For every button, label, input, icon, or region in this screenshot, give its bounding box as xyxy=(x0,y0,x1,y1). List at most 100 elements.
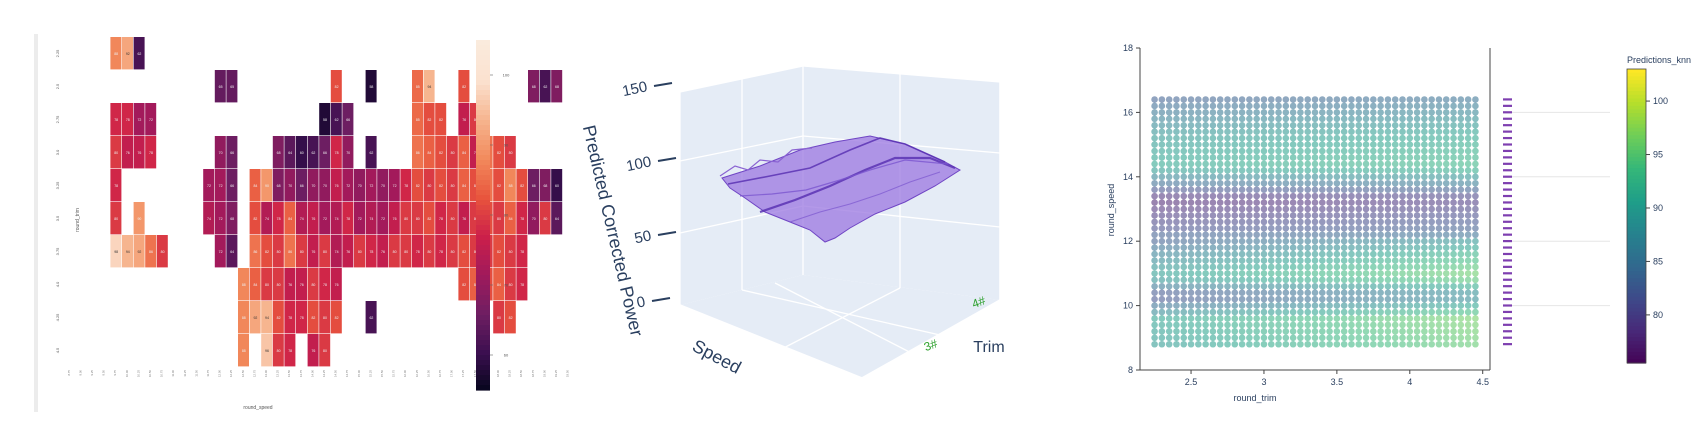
scatter-point xyxy=(1224,250,1231,258)
scatter-point xyxy=(1209,308,1217,316)
scatter-point xyxy=(1275,102,1282,110)
scatter-point xyxy=(1246,328,1253,335)
scatter-point xyxy=(1450,212,1457,219)
heatmap-cell xyxy=(214,169,226,202)
scatter-point xyxy=(1340,270,1348,277)
heatmap-colorbar-band xyxy=(476,310,490,316)
heatmap-cell xyxy=(504,202,516,235)
heatmap-cell-value: 96 xyxy=(265,349,269,353)
heatmap-cell-value: 70 xyxy=(323,184,327,188)
heatmap-cell-value: 88 xyxy=(242,316,246,320)
scatter-point xyxy=(1318,115,1326,123)
scatter-colorbar-band xyxy=(1627,263,1646,269)
scatter-point xyxy=(1472,231,1479,239)
scatter-point xyxy=(1253,308,1260,316)
scatter-point xyxy=(1326,167,1333,174)
marginal-rug-plot xyxy=(1503,98,1610,346)
heatmap-cell-value: 82 xyxy=(462,283,466,287)
scatter-point xyxy=(1370,141,1377,148)
heatmap-row-labels: 2.252.52.753.03.253.53.754.04.254.5 xyxy=(55,49,60,353)
scatter-point xyxy=(1370,231,1377,239)
scatter-point xyxy=(1450,231,1457,239)
rug-mark xyxy=(1503,117,1512,120)
heatmap-cell-value: 78 xyxy=(288,349,292,353)
heatmap-cell-value: 58 xyxy=(323,118,327,122)
scatter-point xyxy=(1318,134,1326,142)
scatter-point xyxy=(1413,154,1421,161)
heatmap-cell-value: 70 xyxy=(311,184,315,188)
scatter-point xyxy=(1209,340,1217,348)
scatter-point xyxy=(1282,96,1290,103)
scatter-point xyxy=(1457,147,1465,155)
scatter-point xyxy=(1318,109,1326,116)
heatmap-cell xyxy=(493,202,505,235)
heatmap-cell xyxy=(319,235,331,268)
heatmap-cell xyxy=(539,169,551,202)
heatmap-cell xyxy=(249,169,261,202)
scatter-point xyxy=(1304,109,1312,116)
scatter-point xyxy=(1267,250,1275,258)
scatter-point xyxy=(1173,231,1180,239)
scatter-point xyxy=(1326,154,1333,161)
scatter-point xyxy=(1275,340,1282,348)
scatter-point xyxy=(1297,257,1304,264)
scatter-point xyxy=(1326,218,1333,226)
scatter-point xyxy=(1333,192,1341,200)
heatmap-colorbar-band xyxy=(476,380,490,386)
heatmap-colorbar-band xyxy=(476,360,490,366)
scatter-point xyxy=(1457,218,1465,226)
heatmap-cell xyxy=(319,169,331,202)
scatter-point xyxy=(1435,96,1443,103)
scatter-point xyxy=(1253,102,1260,110)
scatter-point xyxy=(1224,225,1231,232)
z-tick-mark xyxy=(653,82,673,87)
scatter-point xyxy=(1231,199,1239,206)
scatter-point xyxy=(1282,276,1290,284)
heatmap-cell-value: 76 xyxy=(381,250,385,254)
scatter-point xyxy=(1311,257,1319,264)
heatmap-cell-value: 85 xyxy=(416,118,420,122)
heatmap-cell-value: 92 xyxy=(253,316,257,320)
scatter-point xyxy=(1384,160,1392,168)
scatter-point xyxy=(1355,199,1363,206)
scatter-point xyxy=(1304,295,1312,303)
heatmap-col-label: 9.50 xyxy=(102,370,106,376)
scatter-point xyxy=(1457,115,1465,123)
scatter-point xyxy=(1224,295,1231,303)
scatter-point xyxy=(1384,179,1392,187)
scatter-point xyxy=(1340,308,1348,316)
scatter-point xyxy=(1275,270,1282,277)
scatter-point xyxy=(1333,289,1341,297)
scatter-point xyxy=(1216,134,1224,142)
scatter-point xyxy=(1238,276,1246,284)
scatter-point xyxy=(1391,109,1399,116)
scatter-colorbar-band xyxy=(1627,271,1646,276)
scatter-point xyxy=(1406,302,1414,309)
scatter-point xyxy=(1173,289,1180,297)
scatter-point xyxy=(1158,115,1166,123)
scatter-point xyxy=(1399,173,1406,181)
scatter-point xyxy=(1355,295,1363,303)
scatter-point xyxy=(1165,186,1173,193)
scatter-point xyxy=(1187,128,1195,136)
heatmap-colorbar-band xyxy=(476,110,490,116)
scatter-point xyxy=(1348,167,1355,174)
scatter-point xyxy=(1224,321,1231,329)
scatter-point xyxy=(1318,250,1326,258)
scatter-point xyxy=(1158,134,1166,142)
scatter-point xyxy=(1428,128,1435,136)
scatter-point xyxy=(1231,321,1239,329)
scatter-point xyxy=(1377,289,1384,297)
scatter-point xyxy=(1442,237,1450,245)
scatter-point xyxy=(1173,109,1180,116)
scatter-point xyxy=(1180,167,1188,174)
scatter-point xyxy=(1318,244,1326,251)
scatter-point xyxy=(1457,276,1465,284)
scatter-point xyxy=(1311,128,1319,136)
scatter-point xyxy=(1391,257,1399,264)
scatter-point xyxy=(1340,154,1348,161)
scatter-point xyxy=(1326,282,1333,290)
scatter-point xyxy=(1180,154,1188,161)
scatter-point xyxy=(1304,192,1312,200)
scatter-point xyxy=(1297,102,1304,110)
